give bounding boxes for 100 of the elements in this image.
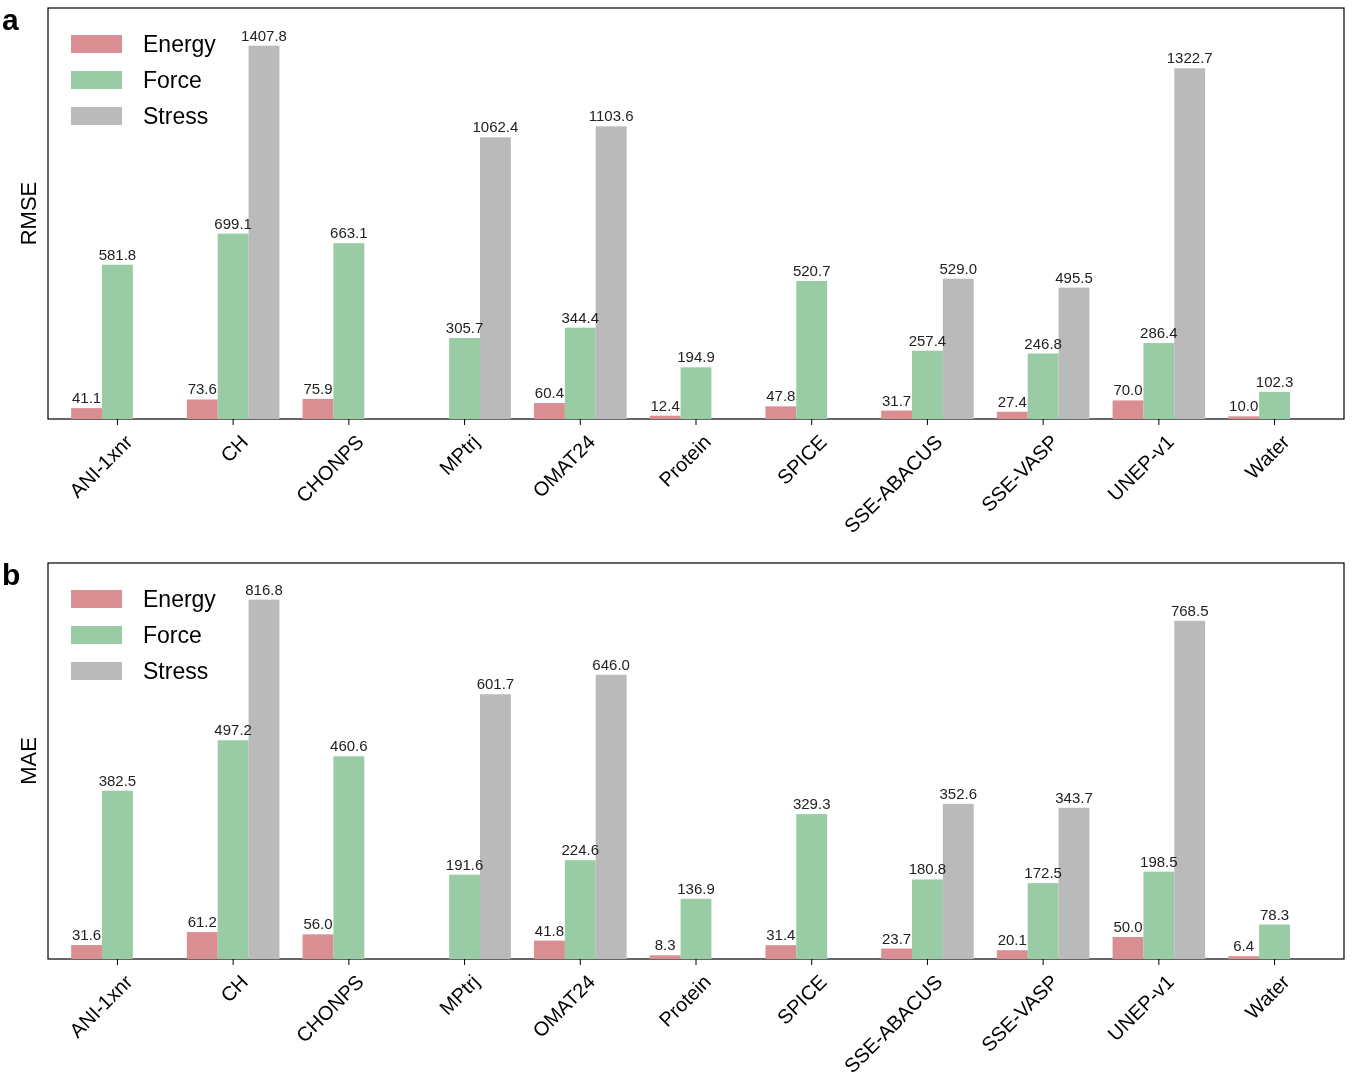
data-label: 6.4 — [1233, 937, 1255, 955]
bar — [302, 398, 334, 419]
bar — [534, 402, 565, 419]
data-label: 61.2 — [187, 913, 217, 931]
data-label: 102.3 — [1255, 372, 1294, 390]
data-label: 31.4 — [766, 926, 796, 944]
bar — [996, 411, 1028, 419]
bar — [217, 740, 249, 959]
legend-label: Stress — [143, 658, 209, 684]
data-label: 305.7 — [445, 318, 484, 336]
data-label: 520.7 — [792, 261, 831, 279]
legend-label: Stress — [143, 103, 209, 129]
chart-title: b — [2, 558, 21, 591]
bar — [1228, 416, 1260, 419]
bar — [564, 860, 596, 959]
data-label: 382.5 — [98, 771, 137, 789]
data-label: 31.7 — [881, 391, 912, 409]
x-tick-label: CH — [216, 970, 253, 1007]
data-label: 70.0 — [1113, 381, 1143, 399]
legend-label: Force — [143, 622, 202, 648]
data-label: 601.7 — [476, 675, 515, 693]
data-label: 47.8 — [766, 387, 796, 405]
data-label: 329.3 — [792, 795, 831, 813]
bar — [1259, 924, 1290, 959]
bar — [912, 350, 943, 419]
data-label: 60.4 — [534, 383, 565, 401]
bar — [996, 950, 1028, 959]
data-label: 31.6 — [71, 926, 102, 944]
data-label: 23.7 — [881, 929, 912, 947]
bar — [333, 243, 365, 419]
y-axis-title: MAE — [16, 737, 41, 785]
data-label: 257.4 — [908, 331, 947, 349]
bar — [102, 264, 133, 419]
data-label: 172.5 — [1024, 864, 1062, 882]
data-label: 41.1 — [71, 389, 102, 407]
bar — [649, 955, 681, 959]
data-label: 136.9 — [677, 879, 715, 897]
legend-label: Energy — [143, 31, 217, 57]
legend-label: Force — [143, 67, 202, 93]
data-label: 1407.8 — [241, 26, 287, 44]
data-label: 50.0 — [1113, 918, 1143, 935]
bar — [881, 410, 912, 419]
bar — [102, 790, 133, 959]
bar — [649, 415, 681, 419]
data-label: 286.4 — [1140, 324, 1178, 342]
bar — [1112, 937, 1144, 959]
bar — [765, 406, 797, 419]
bar — [217, 233, 249, 419]
data-label: 194.9 — [677, 348, 715, 366]
bar — [1027, 353, 1059, 419]
bar — [680, 367, 712, 419]
x-tick-label: CH — [216, 430, 253, 467]
bar — [765, 945, 797, 959]
data-label: 56.0 — [303, 915, 333, 933]
data-label: 78.3 — [1259, 905, 1290, 923]
data-label: 460.6 — [330, 737, 368, 755]
bar — [1143, 343, 1175, 419]
data-label: 8.3 — [654, 936, 676, 954]
bar — [564, 327, 596, 419]
y-axis-title: RMSE — [16, 181, 41, 246]
data-label: 20.1 — [997, 931, 1027, 949]
data-label: 768.5 — [1170, 601, 1209, 619]
data-label: 73.6 — [187, 380, 217, 398]
data-label: 497.2 — [214, 721, 252, 739]
data-label: 344.4 — [561, 308, 600, 326]
bar — [1143, 871, 1175, 959]
bar — [186, 399, 218, 419]
data-label: 663.1 — [330, 224, 368, 242]
data-label: 12.4 — [650, 396, 680, 414]
bar — [912, 879, 943, 959]
legend-label: Energy — [143, 586, 217, 612]
data-label: 1103.6 — [588, 107, 634, 125]
data-label: 180.8 — [908, 860, 947, 878]
data-label: 10.0 — [1229, 397, 1259, 415]
data-label: 816.8 — [245, 580, 283, 598]
bar — [186, 932, 218, 959]
bar — [796, 814, 828, 959]
data-label: 495.5 — [1055, 268, 1093, 286]
data-label: 352.6 — [939, 784, 978, 802]
data-label: 1062.4 — [472, 118, 519, 136]
data-label: 191.6 — [445, 855, 484, 873]
data-label: 198.5 — [1140, 852, 1178, 870]
data-label: 246.8 — [1024, 334, 1062, 352]
bar — [881, 948, 912, 959]
data-label: 646.0 — [592, 655, 630, 673]
data-label: 75.9 — [303, 379, 333, 397]
bar — [534, 940, 565, 959]
bar — [1259, 391, 1290, 419]
bar — [449, 337, 480, 419]
data-label: 224.6 — [561, 841, 600, 859]
data-label: 581.8 — [98, 245, 137, 263]
bar — [1112, 400, 1144, 419]
data-label: 27.4 — [997, 392, 1027, 410]
bar — [71, 945, 102, 959]
data-label: 699.1 — [214, 214, 252, 232]
bar — [1027, 883, 1059, 959]
bar — [680, 898, 712, 959]
bar — [449, 874, 480, 959]
data-label: 343.7 — [1055, 788, 1093, 806]
data-label: 529.0 — [939, 259, 978, 277]
